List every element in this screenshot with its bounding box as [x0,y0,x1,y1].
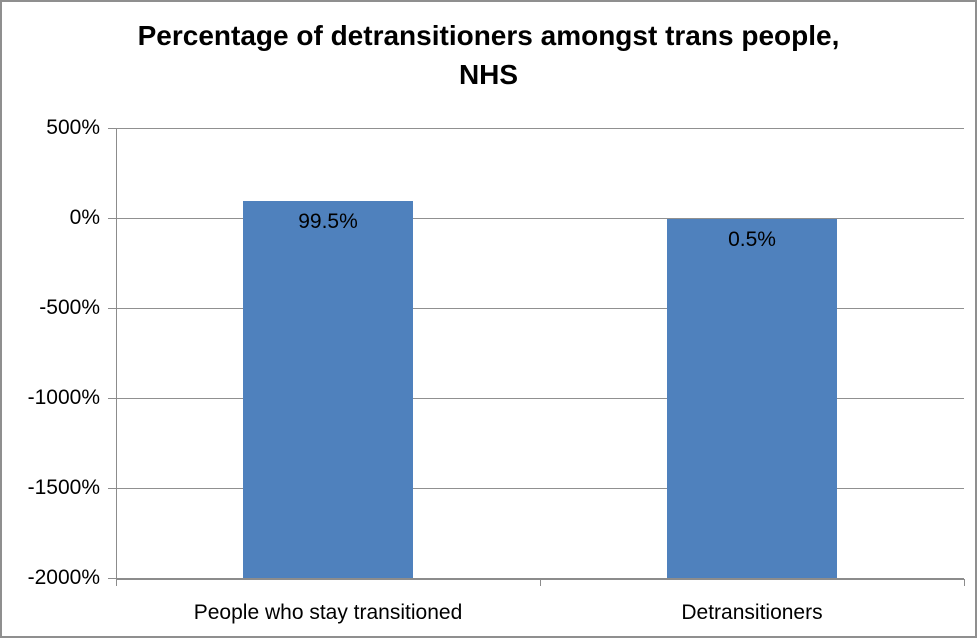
y-axis-tick [108,488,116,489]
gridline [116,308,964,309]
y-axis-label: -2000% [27,566,100,589]
y-axis-label: -1500% [27,476,100,499]
bar [243,201,413,579]
y-axis-label: -1000% [27,386,100,409]
chart-title: Percentage of detransitioners amongst tr… [2,16,975,94]
gridline [116,488,964,489]
x-axis-line [116,578,964,580]
y-axis-label: -500% [39,296,100,319]
y-axis-tick [108,308,116,309]
bar [667,219,837,579]
gridline [116,398,964,399]
plot-area: 99.5% 0.5% [116,128,964,579]
bar-value-label: 99.5% [298,210,358,233]
y-axis-tick [108,128,116,129]
y-axis-label: 500% [46,116,100,139]
x-axis-tick [964,579,965,586]
x-axis-category-label: People who stay transitioned [193,601,463,624]
gridline [116,128,964,129]
y-axis-tick [108,218,116,219]
x-axis-tick [116,579,117,586]
x-axis-tick [540,579,541,586]
chart-title-text: Percentage of detransitioners amongst tr… [137,20,840,90]
x-axis-category-label: Detransitioners [681,601,823,624]
y-axis-tick [108,398,116,399]
gridline [116,218,964,219]
bar-value-label: 0.5% [728,228,776,251]
y-axis-tick [108,578,116,579]
y-axis-line [116,129,117,579]
y-axis-label: 0% [69,206,100,229]
